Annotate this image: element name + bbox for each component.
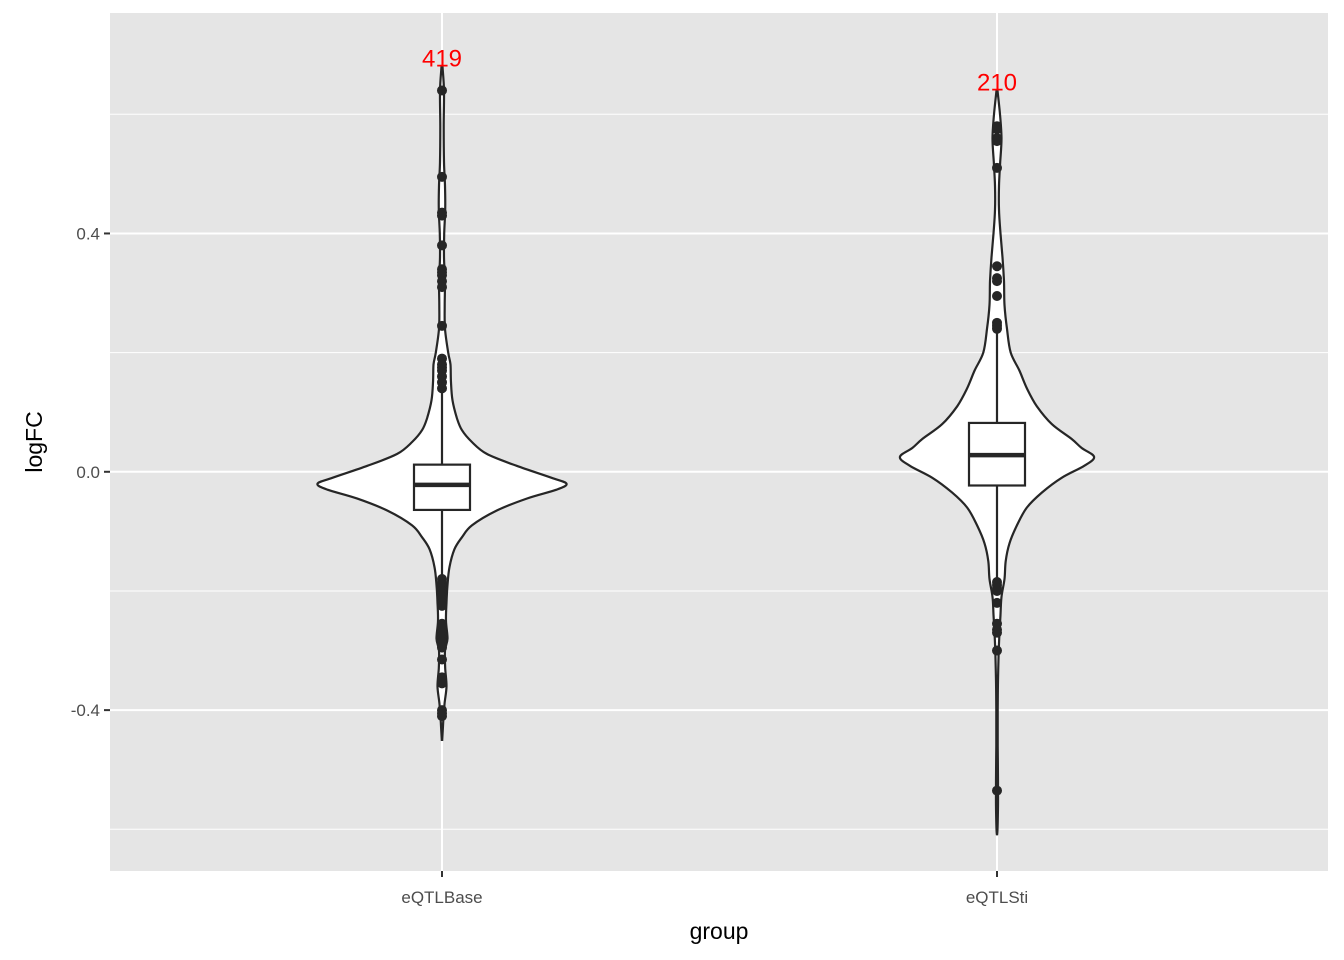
y-axis-title: logFC xyxy=(21,411,47,472)
outlier-point xyxy=(437,210,447,221)
outlier-point xyxy=(992,323,1002,334)
count-labels: 419 210 xyxy=(422,46,1017,97)
outlier-point xyxy=(992,136,1002,147)
violin-layer xyxy=(316,65,1096,836)
y-tick-label: -0.4 xyxy=(71,701,100,720)
y-axis: 0.4 0.0 -0.4 xyxy=(71,224,110,720)
outlier-point xyxy=(992,261,1002,272)
outlier-point xyxy=(437,642,447,653)
panel-background xyxy=(110,13,1328,871)
x-tick-label: eQTLSti xyxy=(966,888,1028,907)
outlier-point xyxy=(437,282,447,293)
x-axis-title: group xyxy=(690,918,749,944)
x-tick-label: eQTLBase xyxy=(401,888,482,907)
count-label-eQTLBase: 419 xyxy=(422,46,462,73)
outlier-point xyxy=(992,276,1002,287)
box-eQTLBase xyxy=(412,463,472,512)
outlier-point xyxy=(437,171,447,182)
outlier-point xyxy=(437,678,447,689)
outlier-point xyxy=(992,597,1002,608)
count-label-eQTLSti: 210 xyxy=(977,70,1017,97)
outlier-point xyxy=(992,124,1002,135)
outlier-point xyxy=(437,240,447,251)
outlier-point xyxy=(992,585,1002,596)
outlier-point xyxy=(437,600,447,611)
outlier-point xyxy=(992,645,1002,656)
outlier-point xyxy=(992,162,1002,173)
y-tick-label: 0.0 xyxy=(76,463,100,482)
outlier-point xyxy=(437,383,447,394)
y-tick-label: 0.4 xyxy=(76,224,100,243)
outlier-point xyxy=(992,291,1002,302)
outlier-point xyxy=(992,785,1002,796)
outlier-point xyxy=(437,711,447,722)
outlier-point xyxy=(992,627,1002,638)
outlier-point xyxy=(437,320,447,331)
x-axis: eQTLBase eQTLSti xyxy=(401,871,1028,907)
outlier-point xyxy=(437,85,447,96)
outlier-point xyxy=(437,654,447,665)
